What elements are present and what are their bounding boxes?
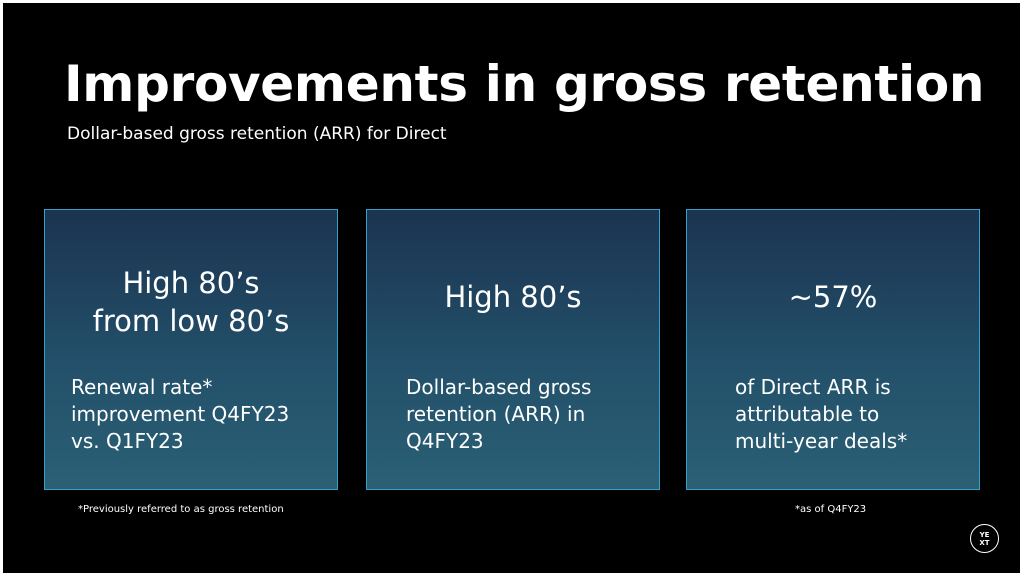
metric-card-multi-year-deals: ~57% of Direct ARR is attributable to mu… [686, 209, 980, 490]
card-description: Dollar-based gross retention (ARR) in Q4… [406, 375, 592, 453]
card-headline: High 80’s from low 80’s [92, 266, 290, 338]
metric-card-gross-retention: High 80’s Dollar-based gross retention (… [366, 209, 660, 490]
footnote-as-of: *as of Q4FY23 [795, 504, 867, 515]
card-headline: High 80’s [444, 280, 582, 314]
metric-card-renewal-rate: High 80’s from low 80’s Renewal rate* im… [44, 209, 338, 490]
slide-title: Improvements in gross retention [64, 55, 985, 113]
footnote-gross-retention: *Previously referred to as gross retenti… [78, 504, 284, 515]
slide: Improvements in gross retention Dollar-b… [3, 3, 1020, 573]
card-description: Renewal rate* improvement Q4FY23 vs. Q1F… [71, 375, 290, 453]
card-description: of Direct ARR is attributable to multi-y… [735, 375, 908, 453]
card-headline: ~57% [788, 280, 878, 314]
slide-subtitle: Dollar-based gross retention (ARR) for D… [67, 124, 447, 144]
yext-logo-icon: YE XT [970, 524, 999, 553]
